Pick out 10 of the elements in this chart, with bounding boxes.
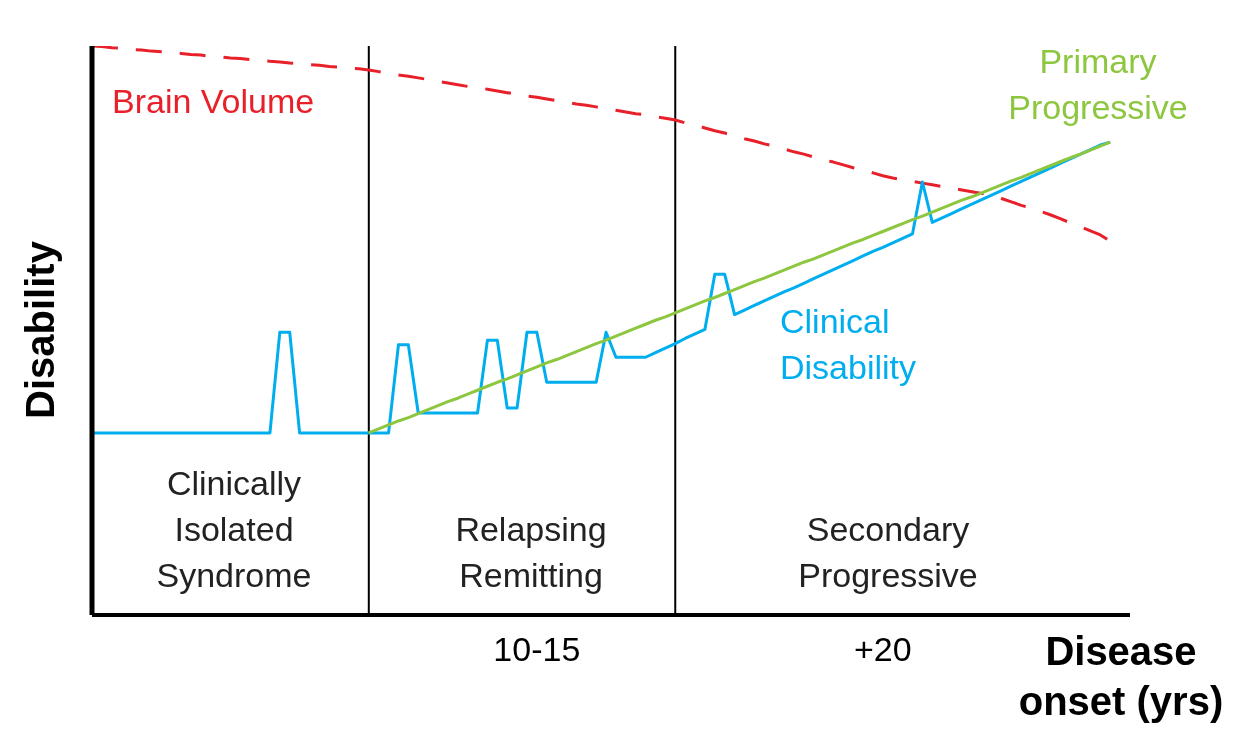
x-tick-label: +20 [854, 630, 912, 669]
x-axis-title: Disease onset (yrs) [1017, 628, 1225, 725]
annotation: Clinically Isolated Syndrome [155, 463, 313, 596]
annotation: Relapsing Remitting [454, 509, 608, 596]
series-label: Brain Volume [112, 81, 315, 122]
y-axis-title: Disability [17, 241, 63, 419]
series-label: Clinical Disability [780, 301, 917, 388]
annotation: Secondary Progressive [797, 509, 979, 596]
x-tick-label: 10-15 [493, 630, 581, 669]
series-label: Primary Progressive [1007, 41, 1189, 128]
